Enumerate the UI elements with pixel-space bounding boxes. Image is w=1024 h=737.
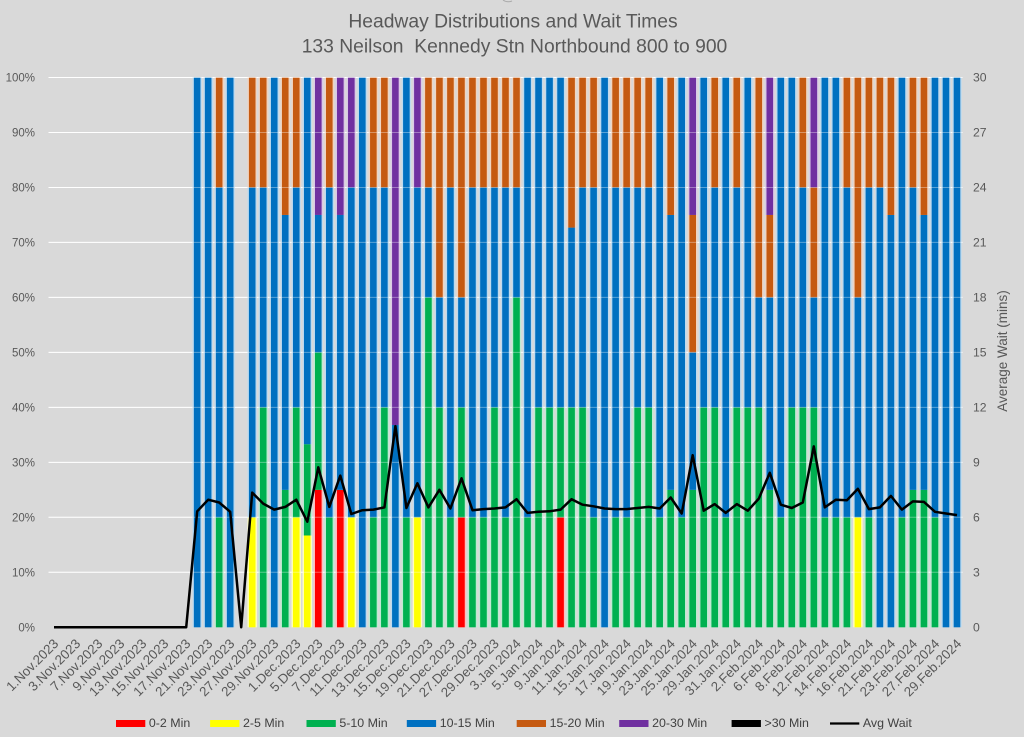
svg-text:15-20 Min: 15-20 Min [550,716,605,730]
svg-text:10-15 Min: 10-15 Min [440,716,495,730]
svg-text:>30 Min: >30 Min [765,716,810,730]
svg-text:90%: 90% [12,128,35,140]
svg-text:18: 18 [973,291,987,305]
svg-text:20-30 Min: 20-30 Min [652,716,707,730]
svg-text:Headway Distributions and Wait: Headway Distributions and Wait Times [348,12,677,33]
svg-text:0%: 0% [18,622,35,634]
svg-text:40%: 40% [12,402,35,414]
svg-text:30%: 30% [12,457,35,469]
svg-text:80%: 80% [12,183,35,195]
svg-text:3: 3 [973,566,980,580]
svg-text:2-5 Min: 2-5 Min [243,716,284,730]
svg-text:Average Wait (mins): Average Wait (mins) [995,290,1010,412]
svg-text:Avg Wait: Avg Wait [863,716,912,730]
svg-text:50%: 50% [12,347,35,359]
svg-text:5-10 Min: 5-10 Min [339,716,387,730]
svg-text:9: 9 [973,456,980,470]
svg-text:0-2 Min: 0-2 Min [149,716,190,730]
svg-text:15: 15 [973,346,987,360]
svg-text:100%: 100% [6,73,35,85]
svg-text:60%: 60% [12,292,35,304]
svg-text:133 Neilson Kennedy Stn North: 133 Neilson Kennedy Stn Northbound 800 t… [302,36,728,57]
svg-text:70%: 70% [12,237,35,249]
svg-text:12: 12 [973,401,987,415]
svg-text:21: 21 [973,236,987,250]
svg-text:10%: 10% [12,567,35,579]
svg-text:6: 6 [973,511,980,525]
svg-text:27: 27 [973,126,987,140]
svg-text:20%: 20% [12,512,35,524]
svg-text:30: 30 [973,71,987,85]
svg-text:0: 0 [973,621,980,635]
svg-text:24: 24 [973,181,987,195]
